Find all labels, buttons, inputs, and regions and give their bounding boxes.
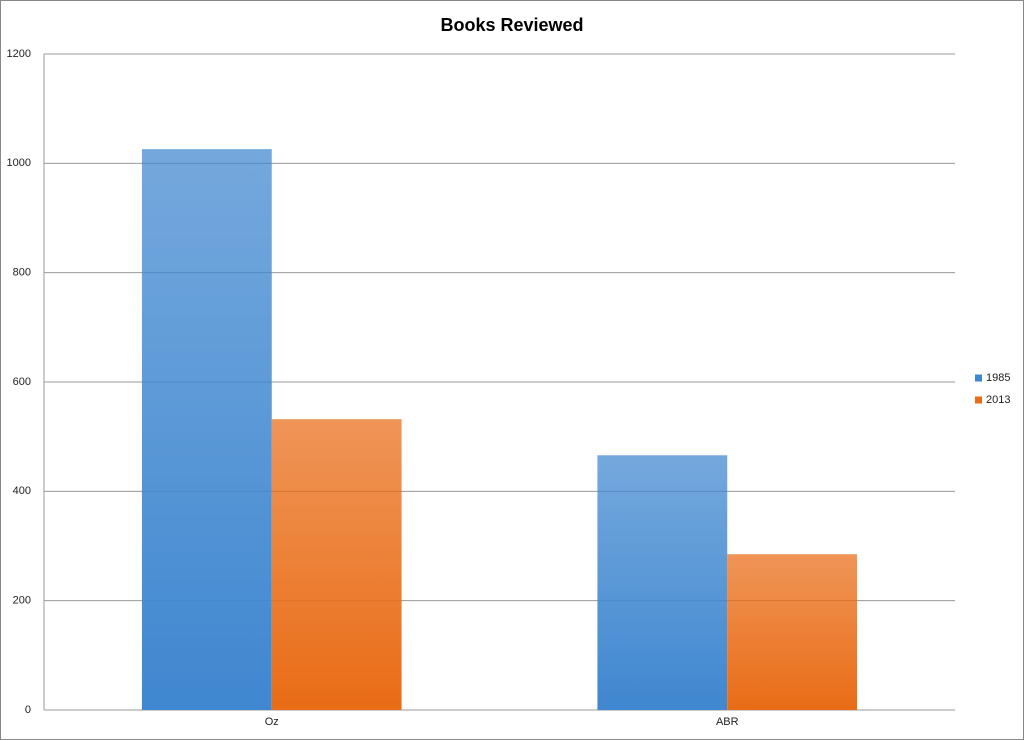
y-tick-label: 0: [25, 704, 31, 716]
legend-swatch: [975, 374, 982, 382]
bar: [597, 455, 728, 710]
x-tick-label: ABR: [716, 716, 739, 728]
bar: [727, 554, 858, 710]
y-tick-label: 1000: [7, 157, 31, 169]
bar: [271, 419, 402, 710]
chart-title: Books Reviewed: [440, 15, 583, 35]
y-tick-label: 200: [13, 595, 31, 607]
y-tick-label: 800: [13, 267, 31, 279]
y-tick-label: 1200: [7, 48, 31, 60]
y-tick-label: 400: [13, 485, 31, 497]
bar: [141, 149, 272, 710]
legend-label: 2013: [986, 394, 1010, 406]
x-tick-label: Oz: [265, 716, 279, 728]
y-tick-label: 600: [13, 376, 31, 388]
legend-label: 1985: [986, 372, 1010, 384]
legend-swatch: [975, 396, 982, 404]
